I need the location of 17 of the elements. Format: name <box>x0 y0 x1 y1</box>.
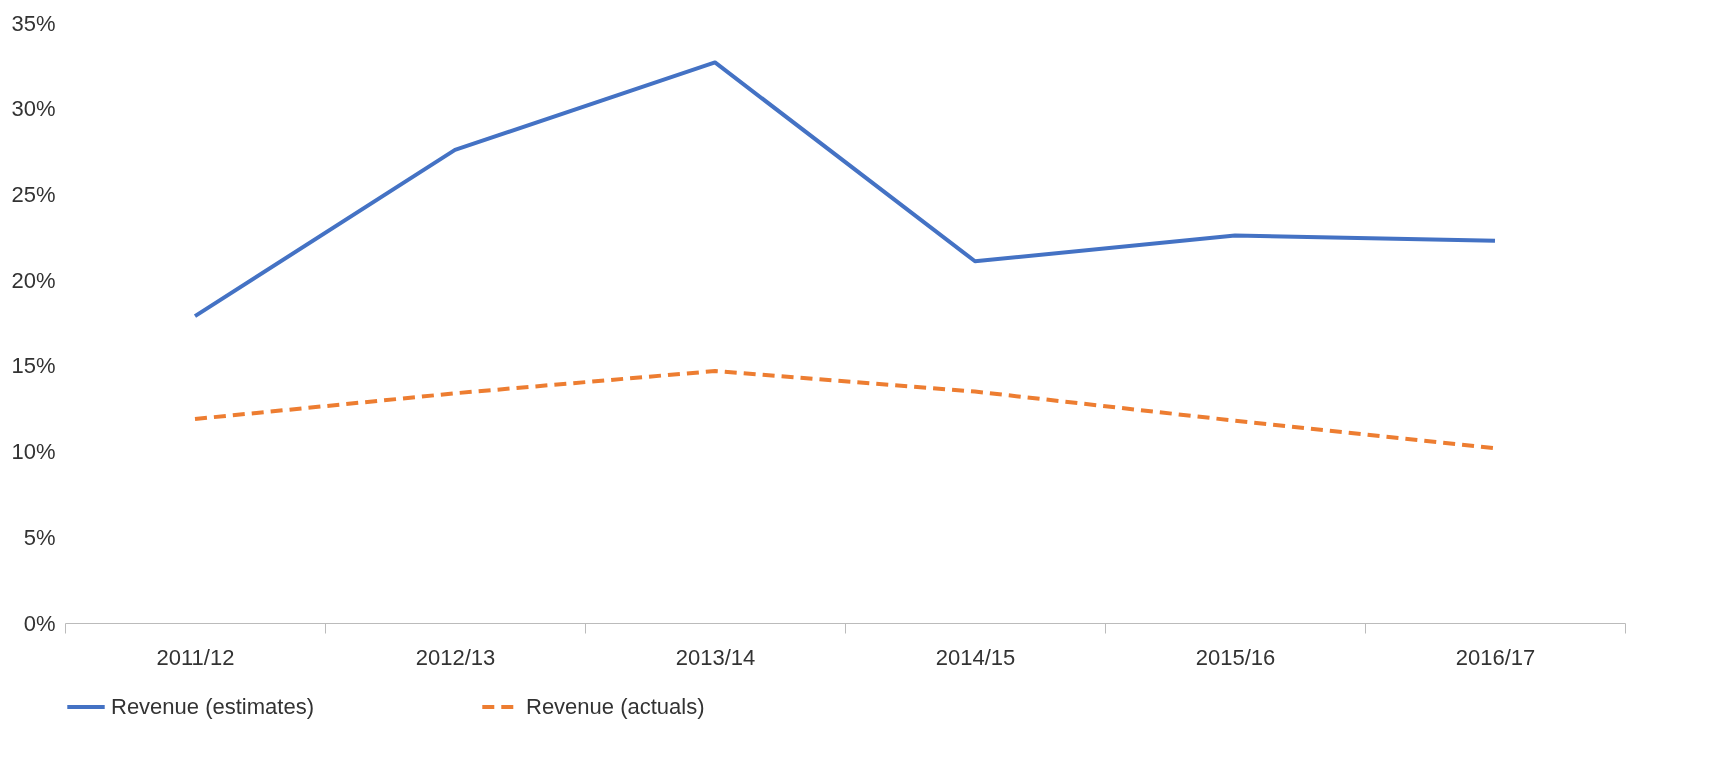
x-tick-label: 2016/17 <box>1455 644 1536 670</box>
x-tick-label: 2012/13 <box>415 644 496 670</box>
y-tick-label: 30% <box>11 96 56 122</box>
line-series <box>193 60 1497 319</box>
y-tick-label: 20% <box>11 267 56 293</box>
x-tick-label: 2011/12 <box>156 644 235 670</box>
x-tick-label: 2014/15 <box>935 644 1016 670</box>
legend-label: Revenue (estimates) <box>111 694 314 719</box>
y-tick-label: 35% <box>11 10 56 36</box>
legend-label: Revenue (actuals) <box>526 694 705 719</box>
y-tick-label: 0% <box>23 610 56 636</box>
x-tick-label: 2013/14 <box>675 644 756 670</box>
y-tick-label: 15% <box>11 353 56 379</box>
y-tick-label: 5% <box>23 524 56 550</box>
y-tick-label: 25% <box>11 181 56 207</box>
y-tick-label: 10% <box>11 439 56 465</box>
x-tick-label: 2015/16 <box>1195 644 1276 670</box>
